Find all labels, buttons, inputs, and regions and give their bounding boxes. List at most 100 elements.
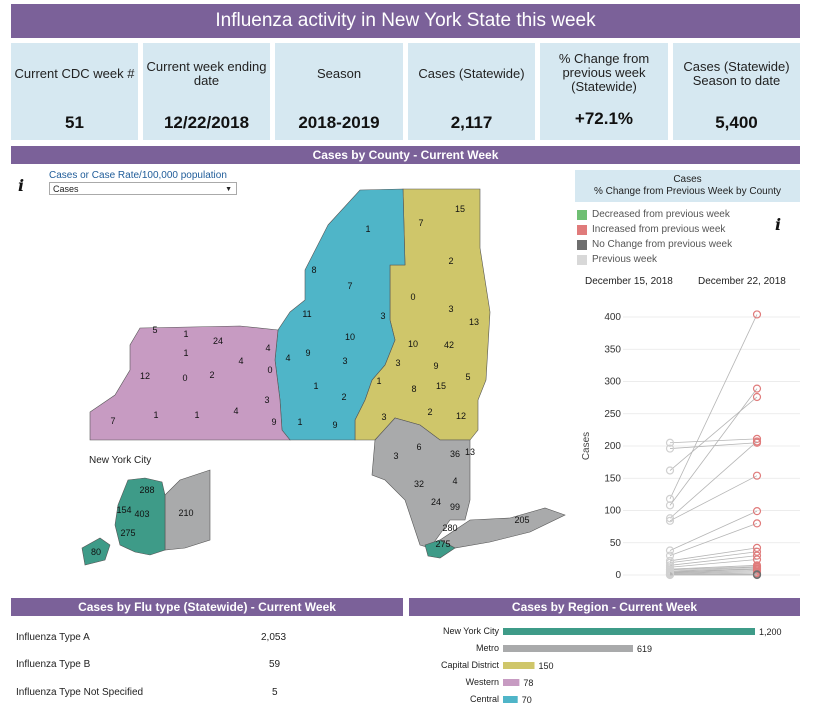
point-current-week[interactable] bbox=[752, 551, 762, 560]
flu-type-ns-value: 5 bbox=[272, 687, 278, 698]
region-central[interactable] bbox=[274, 188, 406, 441]
measure-dropdown[interactable]: Cases ▼ bbox=[49, 182, 237, 195]
series-line bbox=[669, 523, 758, 557]
county-label: 3 bbox=[395, 358, 400, 368]
county-label: 7 bbox=[110, 416, 115, 426]
point-current-week[interactable] bbox=[752, 570, 762, 580]
region-long-island[interactable] bbox=[439, 507, 566, 549]
flu-type-ns-label: Influenza Type Not Specified bbox=[16, 687, 144, 698]
point-current-week[interactable] bbox=[752, 507, 762, 516]
region-metro[interactable] bbox=[371, 417, 471, 549]
region-value-label: 70 bbox=[522, 695, 532, 705]
region-bar[interactable] bbox=[503, 679, 520, 686]
county-label: 24 bbox=[213, 336, 223, 346]
region-bar[interactable] bbox=[503, 662, 535, 669]
point-current-week[interactable] bbox=[752, 437, 762, 446]
county-label: 4 bbox=[452, 476, 457, 486]
flu-type-header: Cases by Flu type (Statewide) - Current … bbox=[11, 598, 403, 616]
region-category-label: Western bbox=[466, 677, 499, 687]
county-label: 32 bbox=[414, 479, 424, 489]
series-line bbox=[669, 441, 758, 519]
county-label: 1 bbox=[153, 410, 158, 420]
slope-x-label-prev: December 15, 2018 bbox=[585, 276, 673, 287]
county-label: 288 bbox=[139, 485, 154, 495]
series-line bbox=[669, 568, 758, 573]
kpi-value: 5,400 bbox=[715, 113, 758, 132]
series-line bbox=[669, 396, 758, 471]
county-label: 4 bbox=[233, 406, 238, 416]
chevron-down-icon: ▼ bbox=[225, 186, 232, 193]
legend-title: Cases bbox=[673, 174, 702, 185]
county-label: 9 bbox=[305, 348, 310, 358]
county-label: 5 bbox=[152, 325, 157, 335]
series-line bbox=[669, 314, 758, 500]
point-current-week[interactable] bbox=[752, 310, 762, 319]
point-previous-week[interactable] bbox=[665, 546, 675, 555]
point-previous-week[interactable] bbox=[665, 444, 675, 453]
flu-type-b-label: Influenza Type B bbox=[16, 659, 91, 670]
legend-item-decreased: Decreased from previous week bbox=[577, 209, 730, 220]
point-previous-week[interactable] bbox=[665, 438, 675, 447]
series-line bbox=[669, 442, 758, 449]
region-bar[interactable] bbox=[503, 628, 755, 635]
region-bar[interactable] bbox=[503, 696, 518, 703]
region-value-label: 619 bbox=[637, 644, 652, 654]
point-previous-week[interactable] bbox=[665, 466, 675, 475]
kpi-value: +72.1% bbox=[574, 109, 634, 128]
county-label: 5 bbox=[465, 372, 470, 382]
point-current-week[interactable] bbox=[752, 434, 762, 444]
county-label: 4 bbox=[265, 343, 270, 353]
series-line bbox=[669, 566, 758, 571]
county-label: 2 bbox=[341, 392, 346, 402]
county-label: 12 bbox=[140, 371, 150, 381]
legend-info-icon[interactable]: i bbox=[775, 215, 782, 234]
point-current-week[interactable] bbox=[752, 384, 762, 393]
nyc-inset-staten-island[interactable] bbox=[81, 537, 111, 566]
slope-chart: 0 50 100 150 200 250 300 350 400 Cases bbox=[581, 310, 800, 581]
legend-label: Decreased from previous week bbox=[592, 209, 730, 220]
point-previous-week[interactable] bbox=[665, 516, 675, 525]
series-line bbox=[669, 566, 758, 572]
nyc-inset-boroughs[interactable] bbox=[114, 477, 166, 556]
region-western[interactable] bbox=[89, 325, 291, 441]
county-section-header: Cases by County - Current Week bbox=[11, 146, 800, 164]
county-label: 7 bbox=[347, 281, 352, 291]
county-label: 9 bbox=[433, 361, 438, 371]
point-current-week[interactable] bbox=[752, 471, 762, 480]
measure-dropdown-label: Cases or Case Rate/100,000 population bbox=[49, 170, 227, 181]
point-previous-week[interactable] bbox=[665, 514, 675, 523]
county-label: 1 bbox=[297, 417, 302, 427]
kpi-label: Season bbox=[316, 66, 362, 81]
region-category-label: Central bbox=[470, 694, 499, 704]
county-label: 3 bbox=[380, 311, 385, 321]
point-previous-week[interactable] bbox=[665, 501, 675, 510]
y-tick-label: 150 bbox=[604, 473, 621, 484]
legend-subtitle: % Change from Previous Week by County bbox=[593, 186, 782, 197]
county-label: 4 bbox=[285, 353, 290, 363]
kpi-label: Current CDC week # bbox=[14, 66, 135, 81]
y-tick-label: 50 bbox=[610, 538, 622, 549]
point-current-week[interactable] bbox=[752, 543, 762, 553]
point-current-week[interactable] bbox=[752, 392, 762, 402]
legend-item-no-change: No Change from previous week bbox=[577, 239, 732, 250]
kpi-season-to-date: Cases (Statewide) Season to date 5,400 bbox=[673, 43, 800, 140]
legend-item-increased: Increased from previous week bbox=[577, 224, 725, 235]
legend-swatch bbox=[577, 239, 587, 250]
legend-label: Increased from previous week bbox=[592, 224, 726, 235]
measure-dropdown-value: Cases bbox=[53, 184, 79, 194]
legend-header: Cases % Change from Previous Week by Cou… bbox=[575, 170, 800, 202]
point-previous-week[interactable] bbox=[665, 570, 675, 580]
county-label: 0 bbox=[410, 292, 415, 302]
county-label: 275 bbox=[435, 539, 450, 549]
series-line bbox=[669, 475, 758, 522]
region-category-label: Capital District bbox=[441, 660, 500, 670]
info-icon[interactable]: i bbox=[18, 176, 25, 195]
legend-label: No Change from previous week bbox=[592, 239, 733, 250]
region-bar[interactable] bbox=[503, 645, 633, 652]
point-current-week[interactable] bbox=[752, 519, 762, 528]
kpi-cdc-week: Current CDC week # 51 bbox=[11, 43, 138, 140]
series-line bbox=[669, 510, 758, 551]
region-nyc[interactable] bbox=[424, 539, 456, 559]
point-current-week[interactable] bbox=[752, 547, 762, 556]
